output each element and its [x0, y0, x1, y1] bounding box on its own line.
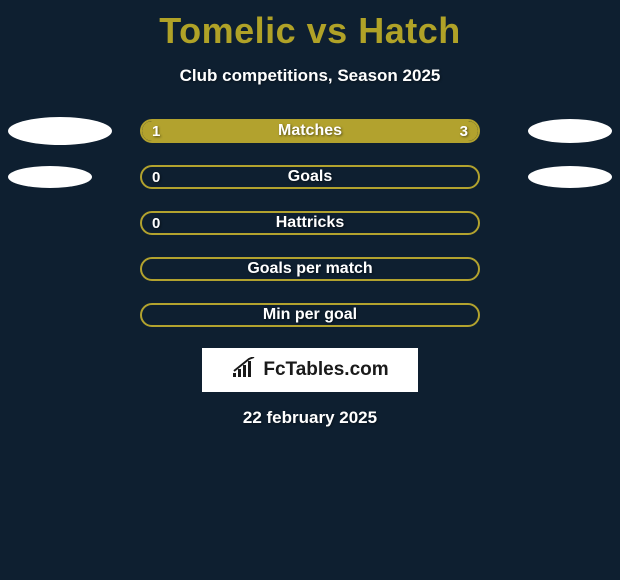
stat-row: Goals0: [0, 164, 620, 190]
logo-text: FcTables.com: [263, 359, 388, 381]
stat-label: Matches: [142, 121, 478, 141]
player-right-avatar: [528, 119, 612, 143]
stat-bar: Goals0: [140, 165, 480, 189]
stat-bar: Min per goal: [140, 303, 480, 327]
stat-row: Matches1 3: [0, 118, 620, 144]
stat-row: Hattricks0: [0, 210, 620, 236]
stat-label: Hattricks: [142, 213, 478, 233]
subtitle: Club competitions, Season 2025: [0, 66, 620, 86]
stat-value-left: 0: [142, 213, 170, 233]
logo-box: FcTables.com: [202, 348, 418, 392]
stat-bar: Matches1 3: [140, 119, 480, 143]
player-left-avatar: [8, 117, 112, 145]
player-right-avatar: [528, 166, 612, 188]
player-left-avatar: [8, 166, 92, 188]
date-label: 22 february 2025: [0, 408, 620, 428]
stat-label: Goals: [142, 167, 478, 187]
stat-bar: Goals per match: [140, 257, 480, 281]
page-title: Tomelic vs Hatch: [0, 0, 620, 52]
stat-value-left: 1: [142, 121, 170, 141]
fctables-icon: [231, 357, 259, 384]
stat-bar: Hattricks0: [140, 211, 480, 235]
stat-row: Min per goal: [0, 302, 620, 328]
stat-row: Goals per match: [0, 256, 620, 282]
comparison-chart: Matches13Goals0Hattricks0Goals per match…: [0, 118, 620, 328]
stat-label: Min per goal: [142, 305, 478, 325]
stat-value-right: 3: [450, 121, 478, 141]
stat-label: Goals per match: [142, 259, 478, 279]
stat-value-left: 0: [142, 167, 170, 187]
